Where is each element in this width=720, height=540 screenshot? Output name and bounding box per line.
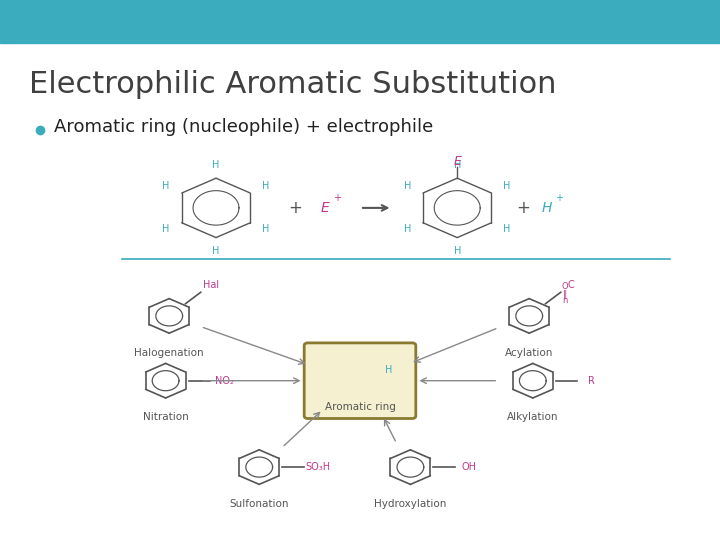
Text: Hydroxylation: Hydroxylation [374, 499, 446, 509]
Text: H: H [454, 246, 461, 256]
Text: H: H [163, 225, 170, 234]
Text: E: E [321, 201, 330, 215]
Text: Nitration: Nitration [143, 413, 189, 422]
Text: SO₃H: SO₃H [306, 462, 330, 472]
Text: NO₂: NO₂ [215, 376, 234, 386]
Text: Alkylation: Alkylation [507, 413, 559, 422]
Text: H: H [212, 160, 220, 170]
Text: H: H [503, 225, 510, 234]
Text: Aromatic ring (nucleophile) + electrophile: Aromatic ring (nucleophile) + electrophi… [54, 118, 433, 136]
Text: Halogenation: Halogenation [135, 348, 204, 357]
Text: +: + [333, 193, 341, 203]
Text: n: n [562, 296, 568, 305]
FancyBboxPatch shape [304, 343, 416, 418]
Text: C: C [567, 280, 575, 289]
Text: R: R [588, 376, 595, 386]
Text: O: O [562, 282, 569, 291]
Text: +: + [288, 199, 302, 217]
Text: E: E [454, 156, 461, 168]
Text: Acylation: Acylation [505, 348, 554, 357]
Text: Sulfonation: Sulfonation [230, 499, 289, 509]
Text: +: + [554, 193, 563, 203]
Text: H: H [454, 160, 461, 170]
Text: H: H [404, 225, 411, 234]
Text: H: H [542, 201, 552, 215]
Text: Aromatic ring: Aromatic ring [325, 402, 395, 411]
Text: H: H [503, 181, 510, 191]
Text: Electrophilic Aromatic Substitution: Electrophilic Aromatic Substitution [29, 70, 557, 99]
Text: ‖: ‖ [563, 290, 567, 299]
Text: H: H [163, 181, 170, 191]
Text: OH: OH [462, 462, 477, 472]
Text: H: H [385, 365, 392, 375]
Text: H: H [212, 246, 220, 256]
Bar [0, 0, 720, 43]
Text: Hal: Hal [203, 280, 219, 289]
Text: H: H [262, 225, 269, 234]
Text: +: + [516, 199, 530, 217]
Text: H: H [262, 181, 269, 191]
Text: H: H [404, 181, 411, 191]
